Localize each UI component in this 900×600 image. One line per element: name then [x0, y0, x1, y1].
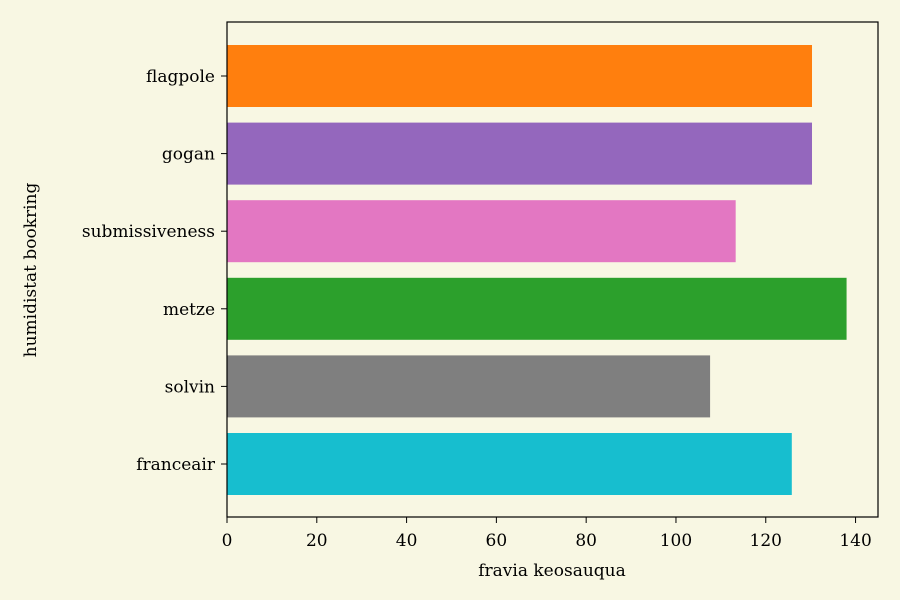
bar-flagpole	[227, 45, 813, 107]
y-axis-title: humidistat bookring	[21, 183, 41, 358]
bar-solvin	[227, 355, 711, 418]
plot-frame	[226, 21, 879, 518]
bar-submissiveness	[227, 200, 736, 263]
y-tick-label: submissiveness	[82, 222, 215, 242]
y-tick-label: metze	[163, 300, 215, 320]
x-tick-label: 140	[839, 531, 871, 551]
y-tick-label: solvin	[165, 377, 215, 397]
y-tick-label: franceair	[136, 455, 216, 475]
x-tick-label: 0	[222, 531, 233, 551]
y-axis-ticks: flagpole gogan submissiveness metze solvin fr…	[82, 67, 227, 475]
bar-franceair	[227, 433, 792, 495]
bar-gogan	[227, 122, 813, 185]
y-tick-label: flagpole	[146, 67, 215, 87]
x-tick-label: 60	[486, 531, 508, 551]
x-tick-label: 40	[396, 531, 418, 551]
x-tick-label: 20	[306, 531, 328, 551]
x-axis-ticks: 0 20 40 60 80 100 120 140	[222, 517, 872, 551]
x-tick-label: 100	[660, 531, 692, 551]
y-tick-label: gogan	[162, 145, 215, 165]
x-axis-title: fravia keosauqua	[478, 561, 626, 581]
x-tick-label: 80	[575, 531, 597, 551]
x-tick-label: 120	[750, 531, 782, 551]
bar-metze	[227, 277, 847, 340]
bars-group	[227, 45, 847, 495]
